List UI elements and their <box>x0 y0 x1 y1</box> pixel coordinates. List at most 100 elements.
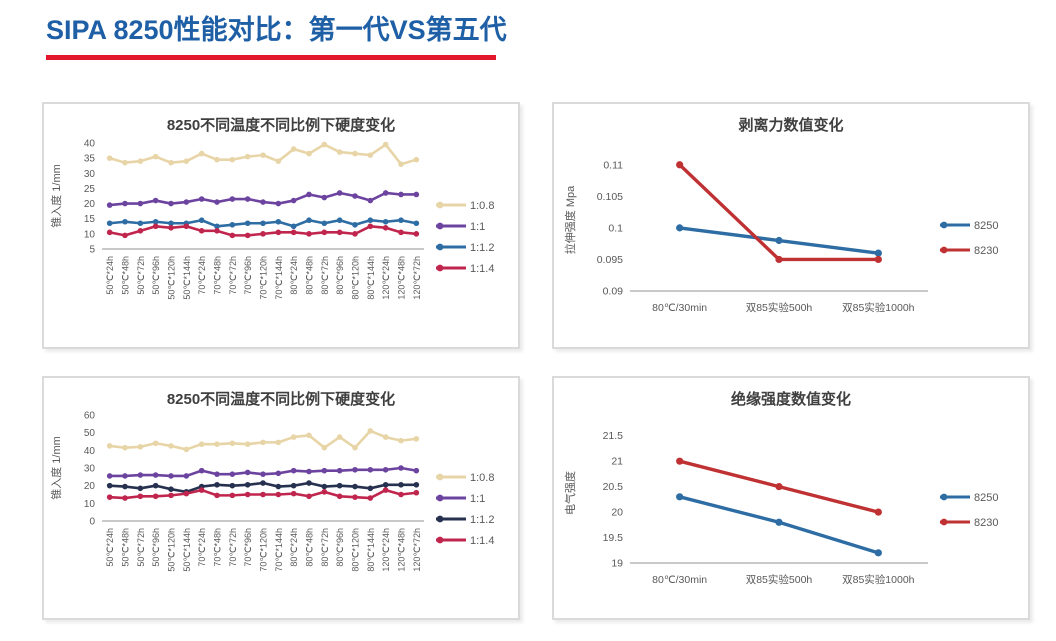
svg-text:40: 40 <box>84 139 96 150</box>
svg-text:双85实验500h: 双85实验500h <box>746 301 813 314</box>
svg-text:120℃*48h: 120℃*48h <box>397 256 407 300</box>
svg-text:70℃*72h: 70℃*72h <box>228 256 238 295</box>
svg-text:双85实验500h: 双85实验500h <box>746 573 813 586</box>
svg-text:1:1: 1:1 <box>470 493 485 505</box>
svg-text:70℃*48h: 70℃*48h <box>213 256 223 295</box>
svg-text:50℃*24h: 50℃*24h <box>105 528 115 567</box>
svg-text:60: 60 <box>84 411 96 422</box>
svg-text:40: 40 <box>84 446 96 457</box>
svg-text:80℃*96h: 80℃*96h <box>335 256 345 295</box>
svg-text:50℃*120h: 50℃*120h <box>167 528 177 572</box>
chart-panel-peel-force: 剥离力数值变化 0.09 0.095 0.1 0.105 0.11 拉伸强度 Mpa 80℃… <box>552 102 1030 349</box>
peel-force-chart: 0.09 0.095 0.1 0.105 0.11 拉伸强度 Mpa 80℃/30min 双8… <box>554 135 1028 340</box>
svg-text:50℃*96h: 50℃*96h <box>151 528 161 567</box>
insulation-chart: 19 19.5 20 20.5 21 21.5 电气强度 80℃/30min 双85实验500h… <box>554 409 1028 612</box>
svg-text:19.5: 19.5 <box>603 532 624 544</box>
svg-text:0.1: 0.1 <box>608 222 623 234</box>
svg-text:10: 10 <box>84 499 96 510</box>
chart-title: 8250不同温度不同比例下硬度变化 <box>166 117 396 134</box>
svg-text:50℃*96h: 50℃*96h <box>151 256 161 295</box>
svg-text:0.09: 0.09 <box>603 286 624 298</box>
svg-text:80℃/30min: 80℃/30min <box>652 574 707 586</box>
svg-text:1:0.8: 1:0.8 <box>470 200 494 212</box>
svg-text:70℃*24h: 70℃*24h <box>197 256 207 295</box>
svg-text:80℃*144h: 80℃*144h <box>366 528 376 572</box>
svg-text:70℃*24h: 70℃*24h <box>197 528 207 567</box>
svg-text:80℃*24h: 80℃*24h <box>289 256 299 295</box>
svg-text:30: 30 <box>84 169 96 180</box>
svg-text:50℃*24h: 50℃*24h <box>105 256 115 295</box>
svg-text:50℃*72h: 50℃*72h <box>136 256 146 295</box>
svg-text:120℃*48h: 120℃*48h <box>397 528 407 572</box>
svg-text:0.11: 0.11 <box>603 159 623 171</box>
svg-text:8250: 8250 <box>974 492 998 504</box>
svg-text:15: 15 <box>84 214 96 225</box>
svg-text:120℃*24h: 120℃*24h <box>381 528 391 572</box>
svg-text:20: 20 <box>611 507 623 519</box>
svg-text:20: 20 <box>84 481 96 492</box>
chart-title: 8250不同温度不同比例下硬度变化 <box>166 391 396 408</box>
svg-text:80℃*72h: 80℃*72h <box>320 528 330 567</box>
svg-text:25: 25 <box>84 184 96 195</box>
svg-text:35: 35 <box>84 154 96 165</box>
svg-text:120℃*72h: 120℃*72h <box>412 528 422 572</box>
svg-text:80℃*96h: 80℃*96h <box>335 528 345 567</box>
svg-text:1:1.4: 1:1.4 <box>470 535 494 547</box>
svg-text:50℃*72h: 50℃*72h <box>136 528 146 567</box>
hardness-chart-bottom: 0 10 20 30 40 50 60 锥入度 1/mm 50℃*24h 50℃*48h 50℃*7… <box>44 409 518 614</box>
svg-text:50℃*144h: 50℃*144h <box>182 528 192 572</box>
svg-text:20: 20 <box>84 199 96 210</box>
svg-text:50℃*48h: 50℃*48h <box>121 256 131 295</box>
chart-panel-insulation: 绝缘强度数值变化 19 19.5 20 20.5 21 21.5 电气强度 80℃/30min… <box>552 376 1030 620</box>
svg-text:70℃*144h: 70℃*144h <box>274 256 284 300</box>
chart-panel-hardness-bottom: 8250不同温度不同比例下硬度变化 0 10 20 30 40 50 60 锥入度 1/mm 5… <box>42 376 520 620</box>
svg-text:80℃*144h: 80℃*144h <box>366 256 376 300</box>
svg-text:20.5: 20.5 <box>603 481 624 493</box>
page-title: SIPA 8250性能对比：第一代VS第五代 <box>46 15 507 45</box>
svg-text:1:1: 1:1 <box>470 221 485 233</box>
svg-text:80℃*24h: 80℃*24h <box>289 528 299 567</box>
svg-text:80℃*48h: 80℃*48h <box>305 256 315 295</box>
svg-text:30: 30 <box>84 464 96 475</box>
svg-text:锥入度 1/mm: 锥入度 1/mm <box>49 436 63 500</box>
svg-text:双85实验1000h: 双85实验1000h <box>842 573 915 586</box>
svg-text:70℃*72h: 70℃*72h <box>228 528 238 567</box>
svg-text:50℃*48h: 50℃*48h <box>121 528 131 567</box>
svg-text:电气强度: 电气强度 <box>563 471 577 515</box>
svg-text:70℃*48h: 70℃*48h <box>213 528 223 567</box>
svg-text:50℃*144h: 50℃*144h <box>182 256 192 300</box>
svg-text:21: 21 <box>611 456 623 468</box>
svg-text:10: 10 <box>84 229 96 240</box>
svg-text:5: 5 <box>89 245 95 256</box>
chart-title: 绝缘强度数值变化 <box>730 391 851 408</box>
svg-text:0.095: 0.095 <box>597 254 623 266</box>
svg-text:120℃*24h: 120℃*24h <box>381 256 391 300</box>
svg-text:19: 19 <box>611 558 623 570</box>
svg-text:70℃*96h: 70℃*96h <box>243 256 253 295</box>
svg-text:8230: 8230 <box>974 517 998 529</box>
svg-text:50℃*120h: 50℃*120h <box>167 256 177 300</box>
svg-text:1:0.8: 1:0.8 <box>470 472 494 484</box>
svg-text:0: 0 <box>89 517 95 528</box>
svg-text:1:1.2: 1:1.2 <box>470 242 494 254</box>
chart-title: 剥离力数值变化 <box>738 117 844 134</box>
svg-text:1:1.2: 1:1.2 <box>470 514 494 526</box>
svg-text:1:1.4: 1:1.4 <box>470 263 494 275</box>
svg-text:70℃*120h: 70℃*120h <box>259 256 269 300</box>
svg-text:80℃*48h: 80℃*48h <box>305 528 315 567</box>
svg-text:80℃*120h: 80℃*120h <box>351 528 361 572</box>
svg-text:120℃*72h: 120℃*72h <box>412 256 422 300</box>
svg-text:70℃*120h: 70℃*120h <box>259 528 269 572</box>
svg-text:双85实验1000h: 双85实验1000h <box>842 301 915 314</box>
svg-text:70℃*144h: 70℃*144h <box>274 528 284 572</box>
svg-text:拉伸强度 Mpa: 拉伸强度 Mpa <box>563 185 577 254</box>
hardness-chart-top: 5 10 15 20 25 30 35 40 锥入度 1/mm 50℃*24h 50℃*48h 50℃… <box>44 135 518 344</box>
svg-text:0.105: 0.105 <box>597 191 623 203</box>
chart-panel-hardness-top: 8250不同温度不同比例下硬度变化 5 10 15 20 25 30 35 40 锥入度 1/m… <box>42 102 520 349</box>
svg-text:21.5: 21.5 <box>603 430 624 442</box>
svg-text:80℃*120h: 80℃*120h <box>351 256 361 300</box>
svg-text:8250: 8250 <box>974 220 998 232</box>
svg-text:70℃*96h: 70℃*96h <box>243 528 253 567</box>
svg-text:8230: 8230 <box>974 245 998 257</box>
svg-text:锥入度 1/mm: 锥入度 1/mm <box>49 164 63 228</box>
